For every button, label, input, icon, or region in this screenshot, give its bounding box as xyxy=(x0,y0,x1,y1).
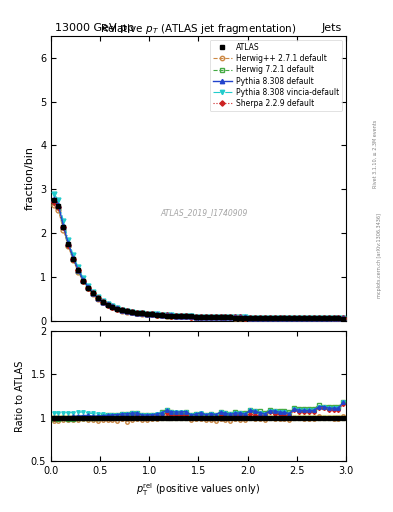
Bar xyxy=(51,415,346,420)
Title: Relative $p_T$ (ATLAS jet fragmentation): Relative $p_T$ (ATLAS jet fragmentation) xyxy=(100,22,297,36)
Text: 13000 GeV pp: 13000 GeV pp xyxy=(55,23,134,33)
Herwig++ 2.7.1 default xyxy=(125,309,130,315)
Herwig 7.2.1 default xyxy=(135,309,140,315)
Line: Herwig++ 2.7.1 default: Herwig++ 2.7.1 default xyxy=(51,202,346,321)
Pythia 8.308 default xyxy=(233,314,238,321)
Pythia 8.308 vincia-default xyxy=(135,309,140,315)
Pythia 8.308 default xyxy=(51,196,56,202)
Line: Pythia 8.308 default: Pythia 8.308 default xyxy=(51,197,346,321)
Pythia 8.308 default xyxy=(341,315,346,322)
Text: Jets: Jets xyxy=(321,23,342,33)
Herwig++ 2.7.1 default xyxy=(135,310,140,316)
Herwig++ 2.7.1 default xyxy=(341,315,346,322)
Herwig++ 2.7.1 default xyxy=(51,202,56,208)
Sherpa 2.2.9 default xyxy=(125,308,130,314)
Herwig 7.2.1 default xyxy=(125,308,130,314)
Herwig++ 2.7.1 default xyxy=(233,314,238,321)
Pythia 8.308 default xyxy=(125,308,130,314)
ATLAS xyxy=(125,308,130,314)
Pythia 8.308 vincia-default xyxy=(149,311,154,317)
Sherpa 2.2.9 default xyxy=(145,311,149,317)
Pythia 8.308 vincia-default xyxy=(233,314,238,321)
Pythia 8.308 default xyxy=(145,311,149,317)
Text: ATLAS_2019_I1740909: ATLAS_2019_I1740909 xyxy=(161,208,248,217)
ATLAS xyxy=(135,310,140,316)
Herwig 7.2.1 default xyxy=(145,311,149,317)
Sherpa 2.2.9 default xyxy=(149,311,154,317)
ATLAS xyxy=(51,197,56,203)
ATLAS xyxy=(341,315,346,322)
Y-axis label: Ratio to ATLAS: Ratio to ATLAS xyxy=(15,360,25,432)
Herwig++ 2.7.1 default xyxy=(100,300,105,306)
Sherpa 2.2.9 default xyxy=(233,314,238,321)
Herwig 7.2.1 default xyxy=(100,298,105,305)
Line: Pythia 8.308 vincia-default: Pythia 8.308 vincia-default xyxy=(51,191,346,321)
Sherpa 2.2.9 default xyxy=(341,315,346,322)
ATLAS xyxy=(233,314,238,321)
Pythia 8.308 vincia-default xyxy=(51,190,56,197)
Pythia 8.308 default xyxy=(135,309,140,315)
Line: Sherpa 2.2.9 default: Sherpa 2.2.9 default xyxy=(51,200,345,321)
Pythia 8.308 vincia-default xyxy=(125,308,130,314)
Herwig 7.2.1 default xyxy=(149,311,154,317)
Herwig 7.2.1 default xyxy=(341,315,346,322)
Line: ATLAS: ATLAS xyxy=(51,198,346,321)
Text: mcplots.cern.ch [arXiv:1306.3436]: mcplots.cern.ch [arXiv:1306.3436] xyxy=(377,214,382,298)
Sherpa 2.2.9 default xyxy=(51,199,56,205)
Line: Herwig 7.2.1 default: Herwig 7.2.1 default xyxy=(51,199,346,321)
Sherpa 2.2.9 default xyxy=(135,310,140,316)
Pythia 8.308 vincia-default xyxy=(145,311,149,317)
Pythia 8.308 default xyxy=(100,298,105,305)
ATLAS xyxy=(100,299,105,305)
ATLAS xyxy=(149,311,154,317)
Sherpa 2.2.9 default xyxy=(100,299,105,305)
Text: Rivet 3.1.10, ≥ 2.3M events: Rivet 3.1.10, ≥ 2.3M events xyxy=(373,119,378,188)
Herwig 7.2.1 default xyxy=(51,199,56,205)
Pythia 8.308 vincia-default xyxy=(100,298,105,304)
Y-axis label: fraction/bin: fraction/bin xyxy=(24,146,35,210)
Herwig++ 2.7.1 default xyxy=(145,311,149,317)
Pythia 8.308 default xyxy=(149,311,154,317)
ATLAS xyxy=(145,311,149,317)
Herwig++ 2.7.1 default xyxy=(149,311,154,317)
Pythia 8.308 vincia-default xyxy=(341,315,346,322)
Herwig 7.2.1 default xyxy=(233,314,238,321)
X-axis label: $p_\mathrm{T}^\mathrm{rel}$ (positive values only): $p_\mathrm{T}^\mathrm{rel}$ (positive va… xyxy=(136,481,261,498)
Legend: ATLAS, Herwig++ 2.7.1 default, Herwig 7.2.1 default, Pythia 8.308 default, Pythi: ATLAS, Herwig++ 2.7.1 default, Herwig 7.… xyxy=(210,39,342,111)
